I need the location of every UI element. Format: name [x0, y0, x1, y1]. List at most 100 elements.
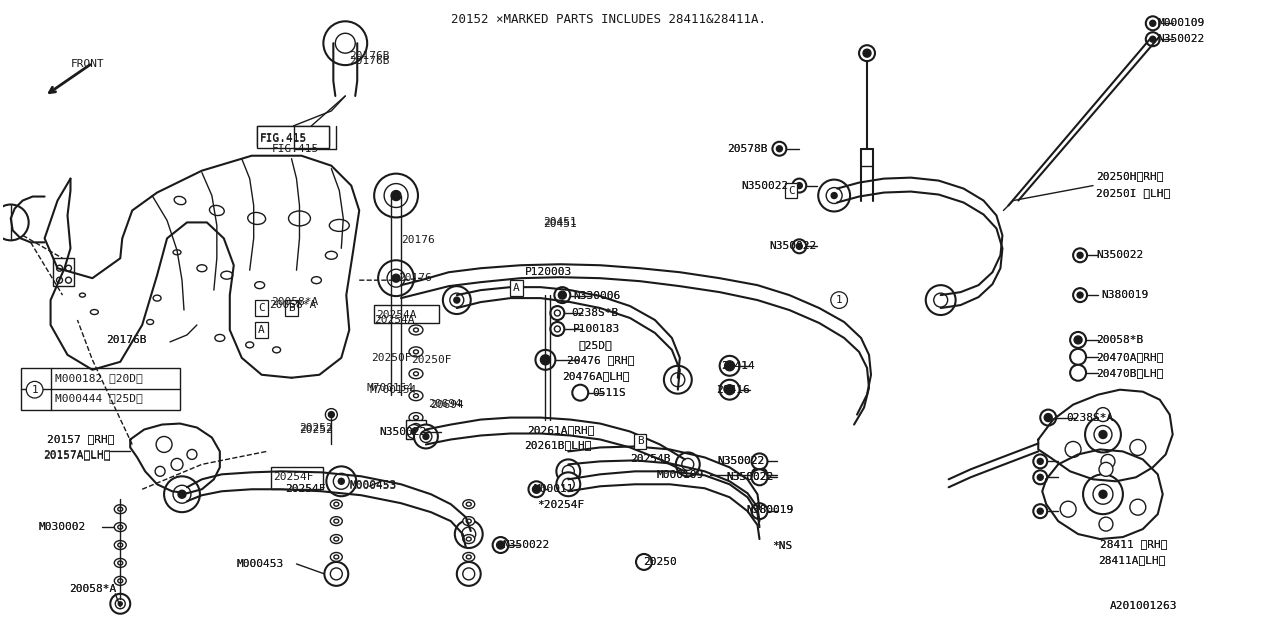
Ellipse shape	[413, 350, 419, 354]
Text: N350022: N350022	[379, 426, 426, 436]
Ellipse shape	[325, 252, 338, 259]
Circle shape	[56, 277, 63, 283]
Text: 20058*A: 20058*A	[69, 584, 116, 594]
Circle shape	[378, 260, 413, 296]
Text: 0238S*A: 0238S*A	[1066, 413, 1114, 422]
Circle shape	[155, 467, 165, 476]
Circle shape	[1073, 288, 1087, 302]
Text: 20416: 20416	[716, 385, 749, 395]
Text: A: A	[513, 283, 520, 293]
Text: 20476 〈RH〉: 20476 〈RH〉	[567, 355, 635, 365]
Circle shape	[751, 453, 768, 469]
Circle shape	[1100, 431, 1107, 438]
Ellipse shape	[173, 250, 180, 255]
Circle shape	[463, 568, 475, 580]
Ellipse shape	[118, 543, 123, 547]
Text: 20470A〈RH〉: 20470A〈RH〉	[1096, 352, 1164, 362]
Ellipse shape	[466, 537, 471, 541]
Circle shape	[1146, 32, 1160, 46]
Text: 20157A〈LH〉: 20157A〈LH〉	[44, 449, 111, 460]
Text: 20254F: 20254F	[285, 484, 326, 494]
Text: P100183: P100183	[573, 324, 621, 334]
Circle shape	[831, 193, 837, 198]
Circle shape	[329, 412, 334, 417]
Circle shape	[493, 537, 508, 553]
Text: N380019: N380019	[1101, 290, 1148, 300]
Text: *20254F: *20254F	[538, 500, 585, 510]
Text: 1: 1	[836, 295, 842, 305]
Text: M000453: M000453	[237, 559, 284, 569]
Text: 20254A: 20254A	[376, 310, 417, 320]
Text: FIG.415: FIG.415	[260, 134, 307, 144]
Circle shape	[558, 291, 566, 299]
Circle shape	[1083, 474, 1123, 514]
Circle shape	[454, 297, 460, 303]
Circle shape	[554, 310, 561, 316]
Text: 20414: 20414	[721, 361, 754, 371]
Text: *20254F: *20254F	[538, 500, 585, 510]
Text: N350022: N350022	[1096, 250, 1143, 260]
Circle shape	[110, 594, 131, 614]
Circle shape	[532, 485, 540, 493]
Text: 20176: 20176	[398, 273, 431, 283]
Bar	[257, 126, 329, 146]
Ellipse shape	[114, 505, 127, 514]
Text: N350022: N350022	[741, 180, 788, 191]
Ellipse shape	[413, 372, 419, 376]
Text: 〲25D〳: 〲25D〳	[579, 340, 612, 350]
Circle shape	[557, 460, 580, 483]
Circle shape	[676, 452, 700, 476]
Text: P120003: P120003	[525, 268, 572, 277]
Circle shape	[1033, 454, 1047, 468]
Text: M000109: M000109	[1157, 19, 1204, 28]
Text: M00011: M00011	[534, 484, 573, 494]
Circle shape	[1070, 365, 1085, 381]
Bar	[20, 368, 180, 410]
Circle shape	[173, 485, 191, 503]
Ellipse shape	[215, 335, 225, 341]
Ellipse shape	[114, 541, 127, 550]
Ellipse shape	[413, 328, 419, 332]
Text: N350022: N350022	[718, 456, 765, 467]
Circle shape	[338, 478, 344, 484]
Circle shape	[1037, 458, 1043, 465]
Text: N350022: N350022	[769, 241, 817, 252]
Text: N380019: N380019	[1101, 290, 1148, 300]
Text: 20416: 20416	[716, 385, 749, 395]
Text: 20157 〈RH〉: 20157 〈RH〉	[46, 435, 114, 444]
Text: M000453: M000453	[237, 559, 284, 569]
Text: N350022: N350022	[727, 472, 774, 483]
Ellipse shape	[463, 534, 475, 543]
Ellipse shape	[154, 295, 161, 301]
Circle shape	[1033, 470, 1047, 484]
Text: 20250F: 20250F	[371, 353, 412, 363]
Text: M000453: M000453	[349, 481, 397, 492]
Ellipse shape	[91, 310, 99, 314]
Circle shape	[1076, 252, 1083, 259]
Ellipse shape	[329, 220, 349, 232]
Text: 20252: 20252	[300, 422, 333, 433]
Ellipse shape	[118, 561, 123, 565]
Text: N330006: N330006	[573, 291, 621, 301]
Ellipse shape	[410, 369, 422, 379]
Circle shape	[156, 436, 172, 452]
Bar	[406, 420, 426, 440]
Circle shape	[540, 355, 550, 365]
Text: N350022: N350022	[741, 180, 788, 191]
Circle shape	[772, 142, 786, 156]
Text: 20250: 20250	[643, 557, 677, 567]
Text: M000182 〲20D〳: M000182 〲20D〳	[55, 372, 142, 383]
Text: M00011: M00011	[534, 484, 573, 494]
Ellipse shape	[248, 212, 266, 225]
Text: N330006: N330006	[573, 291, 621, 301]
Text: 20254A: 20254A	[374, 315, 415, 325]
Circle shape	[325, 408, 338, 420]
Ellipse shape	[118, 507, 123, 511]
Text: 0238S*A: 0238S*A	[1066, 413, 1114, 422]
Text: 20254F: 20254F	[274, 472, 314, 483]
Circle shape	[333, 474, 349, 489]
Text: A: A	[259, 325, 265, 335]
Ellipse shape	[174, 196, 186, 205]
Circle shape	[387, 269, 404, 287]
Ellipse shape	[330, 552, 342, 561]
